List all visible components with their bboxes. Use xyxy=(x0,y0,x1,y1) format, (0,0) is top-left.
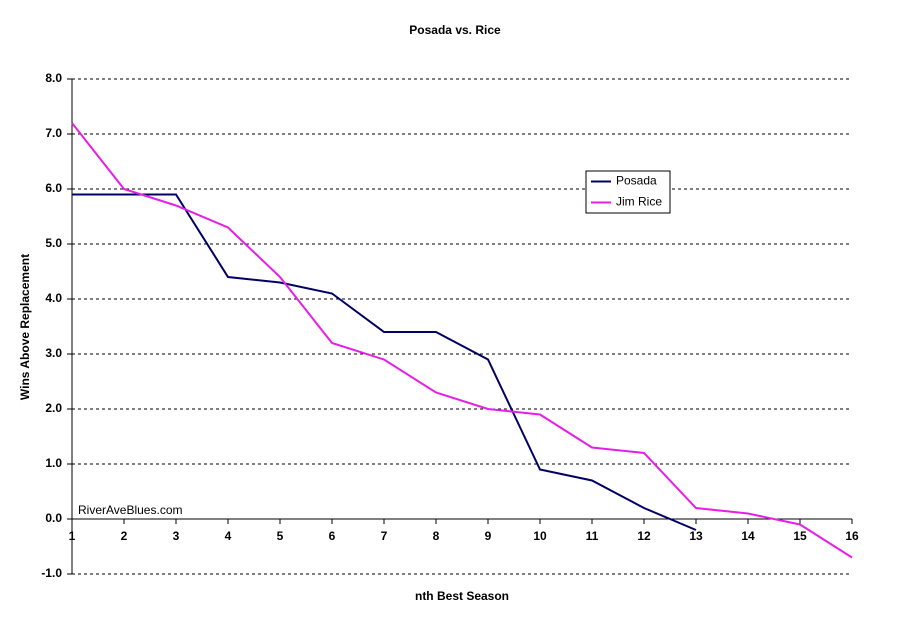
y-tick-label: 5.0 xyxy=(45,236,62,250)
x-tick-label: 9 xyxy=(485,529,492,543)
x-tick-label: 1 xyxy=(69,529,76,543)
chart-title: Posada vs. Rice xyxy=(409,23,501,37)
x-tick-label: 6 xyxy=(329,529,336,543)
y-tick-label: 8.0 xyxy=(45,71,62,85)
y-tick-label: 3.0 xyxy=(45,346,62,360)
y-tick-label: 0.0 xyxy=(45,511,62,525)
x-tick-label: 7 xyxy=(381,529,388,543)
y-tick-label: 7.0 xyxy=(45,126,62,140)
legend-box xyxy=(585,170,671,214)
x-tick-label: 3 xyxy=(173,529,180,543)
x-tick-label: 5 xyxy=(277,529,284,543)
y-tick-label: 1.0 xyxy=(45,456,62,470)
y-tick-label: -1.0 xyxy=(41,566,62,580)
x-tick-label: 4 xyxy=(225,529,232,543)
y-tick-label: 4.0 xyxy=(45,291,62,305)
y-tick-label: 2.0 xyxy=(45,401,62,415)
x-tick-label: 2 xyxy=(121,529,128,543)
x-tick-label: 13 xyxy=(689,529,703,543)
legend-label: Posada xyxy=(616,174,657,188)
line-series xyxy=(71,122,853,559)
x-axis-label: nth Best Season xyxy=(415,589,509,603)
x-tick-label: 8 xyxy=(433,529,440,543)
y-axis-label: Wins Above Replacement xyxy=(18,254,32,400)
x-tick-label: 14 xyxy=(741,529,755,543)
x-tick-label: 12 xyxy=(637,529,651,543)
x-tick-label: 15 xyxy=(793,529,807,543)
line-series xyxy=(72,193,697,531)
y-tick-label: 6.0 xyxy=(45,181,62,195)
legend-label: Jim Rice xyxy=(616,195,662,209)
annotation: RiverAveBlues.com xyxy=(78,503,182,517)
x-tick-label: 10 xyxy=(533,529,547,543)
x-tick-label: 11 xyxy=(586,529,599,543)
x-tick-label: 16 xyxy=(845,529,859,543)
